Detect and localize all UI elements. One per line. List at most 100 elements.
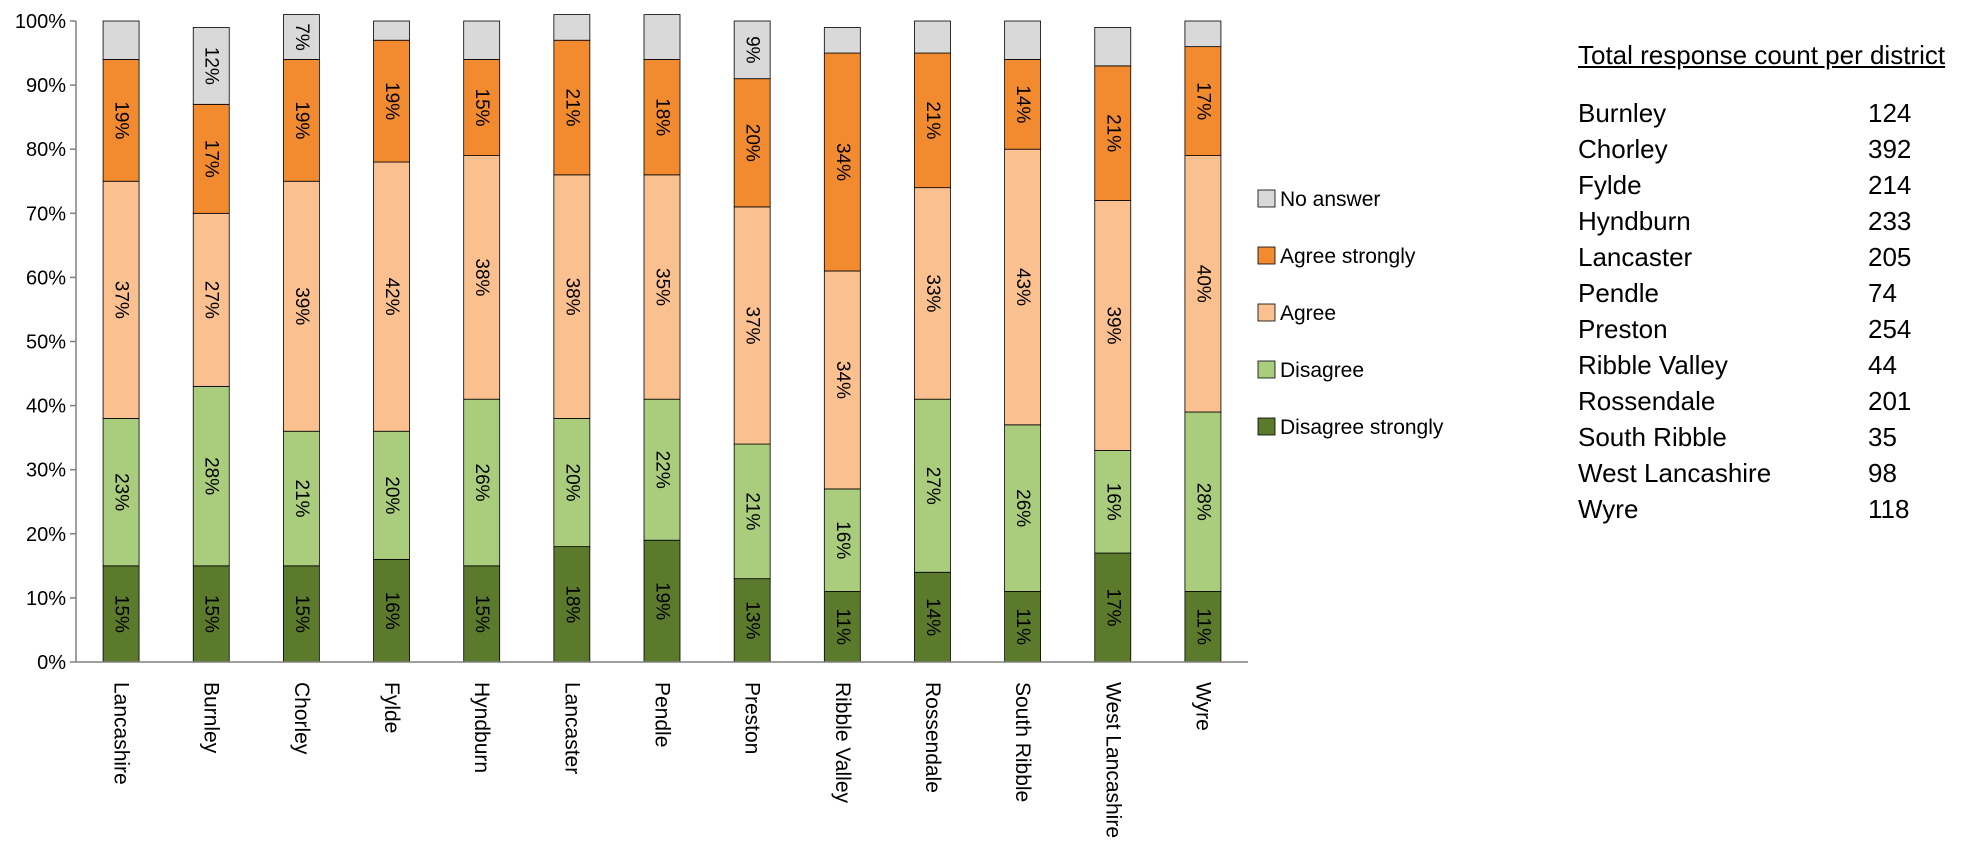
bar-value-label: 34% bbox=[832, 143, 853, 181]
district-count: 118 bbox=[1868, 493, 1910, 524]
bar-segment bbox=[914, 571, 951, 663]
bar-stack: 17% 16% 39% 21% bbox=[1094, 27, 1132, 663]
bar-stack: 11% 26% 43% 14% bbox=[1004, 20, 1042, 663]
x-category-label: Pendle bbox=[651, 682, 674, 747]
bar-stack: 15% 21% 39% 19% 7% bbox=[282, 14, 320, 663]
district-count: 214 bbox=[1868, 169, 1912, 200]
bar-value-label: 21% bbox=[1102, 114, 1123, 152]
bar-segment bbox=[733, 78, 771, 208]
bar-value-label: 16% bbox=[1102, 483, 1123, 521]
legend-item: Agree strongly bbox=[1257, 245, 1416, 268]
bar-value-label: 39% bbox=[1102, 306, 1123, 344]
district-count: 392 bbox=[1868, 133, 1912, 164]
bar-segment bbox=[192, 212, 230, 387]
bar-segment bbox=[373, 161, 410, 432]
bar-segment bbox=[373, 39, 410, 163]
bar-value-label: 21% bbox=[742, 492, 763, 530]
district-name: West Lancashire bbox=[1578, 457, 1772, 488]
bar-segment bbox=[1094, 27, 1132, 67]
bar-stack: 15% 28% 27% 17% 12% bbox=[192, 27, 230, 663]
bar-stack: 13% 21% 37% 20% 9% bbox=[733, 20, 771, 663]
district-name: Ribble Valley bbox=[1578, 349, 1728, 380]
district-row: Fylde 214 bbox=[1578, 167, 1978, 203]
y-tick-label: 90% bbox=[26, 75, 66, 97]
bar-segment bbox=[282, 180, 320, 432]
legend-label: Disagree strongly bbox=[1280, 416, 1444, 439]
bar-value-label: 17% bbox=[201, 140, 222, 178]
legend-item: No answer bbox=[1257, 188, 1380, 211]
district-name: Chorley bbox=[1578, 133, 1668, 164]
bar-segment bbox=[463, 155, 501, 400]
district-count: 98 bbox=[1868, 457, 1897, 488]
legend-swatch bbox=[1257, 417, 1276, 436]
bar-value-label: 21% bbox=[561, 89, 582, 127]
bar-value-label: 20% bbox=[561, 464, 582, 502]
district-row: Pendle 74 bbox=[1578, 275, 1978, 311]
district-name: Pendle bbox=[1578, 277, 1659, 308]
bar-stack: 15% 26% 38% 15% bbox=[463, 20, 501, 663]
district-row: South Ribble 35 bbox=[1578, 419, 1978, 455]
bar-value-label: 16% bbox=[832, 521, 853, 559]
bar-segment bbox=[282, 430, 320, 567]
bar-segment bbox=[823, 27, 861, 54]
district-row: Wyre 118 bbox=[1578, 491, 1978, 527]
district-row: West Lancashire 98 bbox=[1578, 455, 1978, 491]
bar-segment bbox=[643, 174, 681, 400]
bar-value-label: 27% bbox=[201, 281, 222, 319]
bar-value-label: 14% bbox=[922, 598, 943, 636]
y-tick-label: 70% bbox=[26, 203, 66, 225]
district-name: Wyre bbox=[1578, 493, 1639, 524]
bar-segment bbox=[553, 14, 591, 41]
x-category-label: Lancaster bbox=[560, 682, 583, 774]
legend-label: No answer bbox=[1280, 188, 1380, 211]
bar-value-label: 21% bbox=[291, 480, 312, 518]
x-category-label: Lancashire bbox=[110, 682, 133, 785]
x-category-label: Preston bbox=[741, 682, 764, 754]
bar-value-label: 15% bbox=[471, 595, 492, 633]
bar-value-label: 19% bbox=[652, 582, 673, 620]
bar-value-label: 11% bbox=[832, 608, 853, 645]
bar-segment bbox=[373, 20, 410, 41]
district-count: 74 bbox=[1868, 277, 1897, 308]
bar-value-label: 14% bbox=[1012, 85, 1033, 123]
bar-stack: 14% 27% 33% 21% bbox=[914, 20, 951, 663]
y-tick-label: 10% bbox=[26, 588, 66, 610]
bar-value-label: 39% bbox=[291, 287, 312, 325]
bar-segment bbox=[1184, 411, 1222, 592]
bar-segment bbox=[914, 398, 951, 573]
bar-value-label: 34% bbox=[832, 361, 853, 399]
bar-segment bbox=[733, 443, 771, 580]
x-category-label: Chorley bbox=[290, 682, 313, 755]
bar-value-label: 28% bbox=[1192, 483, 1213, 521]
bar-value-label: 9% bbox=[742, 36, 763, 64]
y-tick-label: 40% bbox=[26, 396, 66, 418]
district-name: Fylde bbox=[1578, 169, 1642, 200]
bar-segment bbox=[553, 418, 591, 548]
district-name: Hyndburn bbox=[1578, 205, 1691, 236]
bar-value-label: 38% bbox=[561, 278, 582, 316]
stacked-bar-chart: 0% 10% 20% 30% 40% 50% 60% 70% 80% 90% 100% 15% 23%… bbox=[15, 11, 1444, 838]
y-tick-label: 20% bbox=[26, 524, 66, 546]
bar-segment bbox=[823, 488, 861, 592]
bar-segment bbox=[463, 398, 501, 567]
y-axis: 0% 10% 20% 30% 40% 50% 60% 70% 80% 90% 100% bbox=[15, 11, 77, 674]
bar-value-label: 19% bbox=[381, 82, 402, 120]
bar-stack: 11% 28% 40% 17% bbox=[1184, 20, 1222, 663]
bar-segment bbox=[1184, 155, 1222, 413]
bar-segment bbox=[102, 20, 140, 60]
bar-value-label: 22% bbox=[652, 451, 673, 489]
bar-segment bbox=[1094, 450, 1132, 554]
district-row: Rossendale 201 bbox=[1578, 383, 1978, 419]
bar-segment bbox=[1184, 591, 1222, 663]
bar-segment bbox=[192, 103, 230, 214]
district-count: 35 bbox=[1868, 421, 1897, 452]
bar-value-label: 17% bbox=[1192, 82, 1213, 120]
bar-value-label: 35% bbox=[652, 268, 673, 306]
bar-segment bbox=[823, 52, 861, 272]
legend: No answer Agree strongly Agree Disagree Disa… bbox=[1257, 188, 1444, 439]
district-name: Preston bbox=[1578, 313, 1668, 344]
bar-segment bbox=[373, 430, 410, 560]
bar-value-label: 27% bbox=[922, 467, 943, 505]
x-category-label: West Lancashire bbox=[1101, 682, 1124, 838]
bar-value-label: 38% bbox=[471, 258, 492, 296]
